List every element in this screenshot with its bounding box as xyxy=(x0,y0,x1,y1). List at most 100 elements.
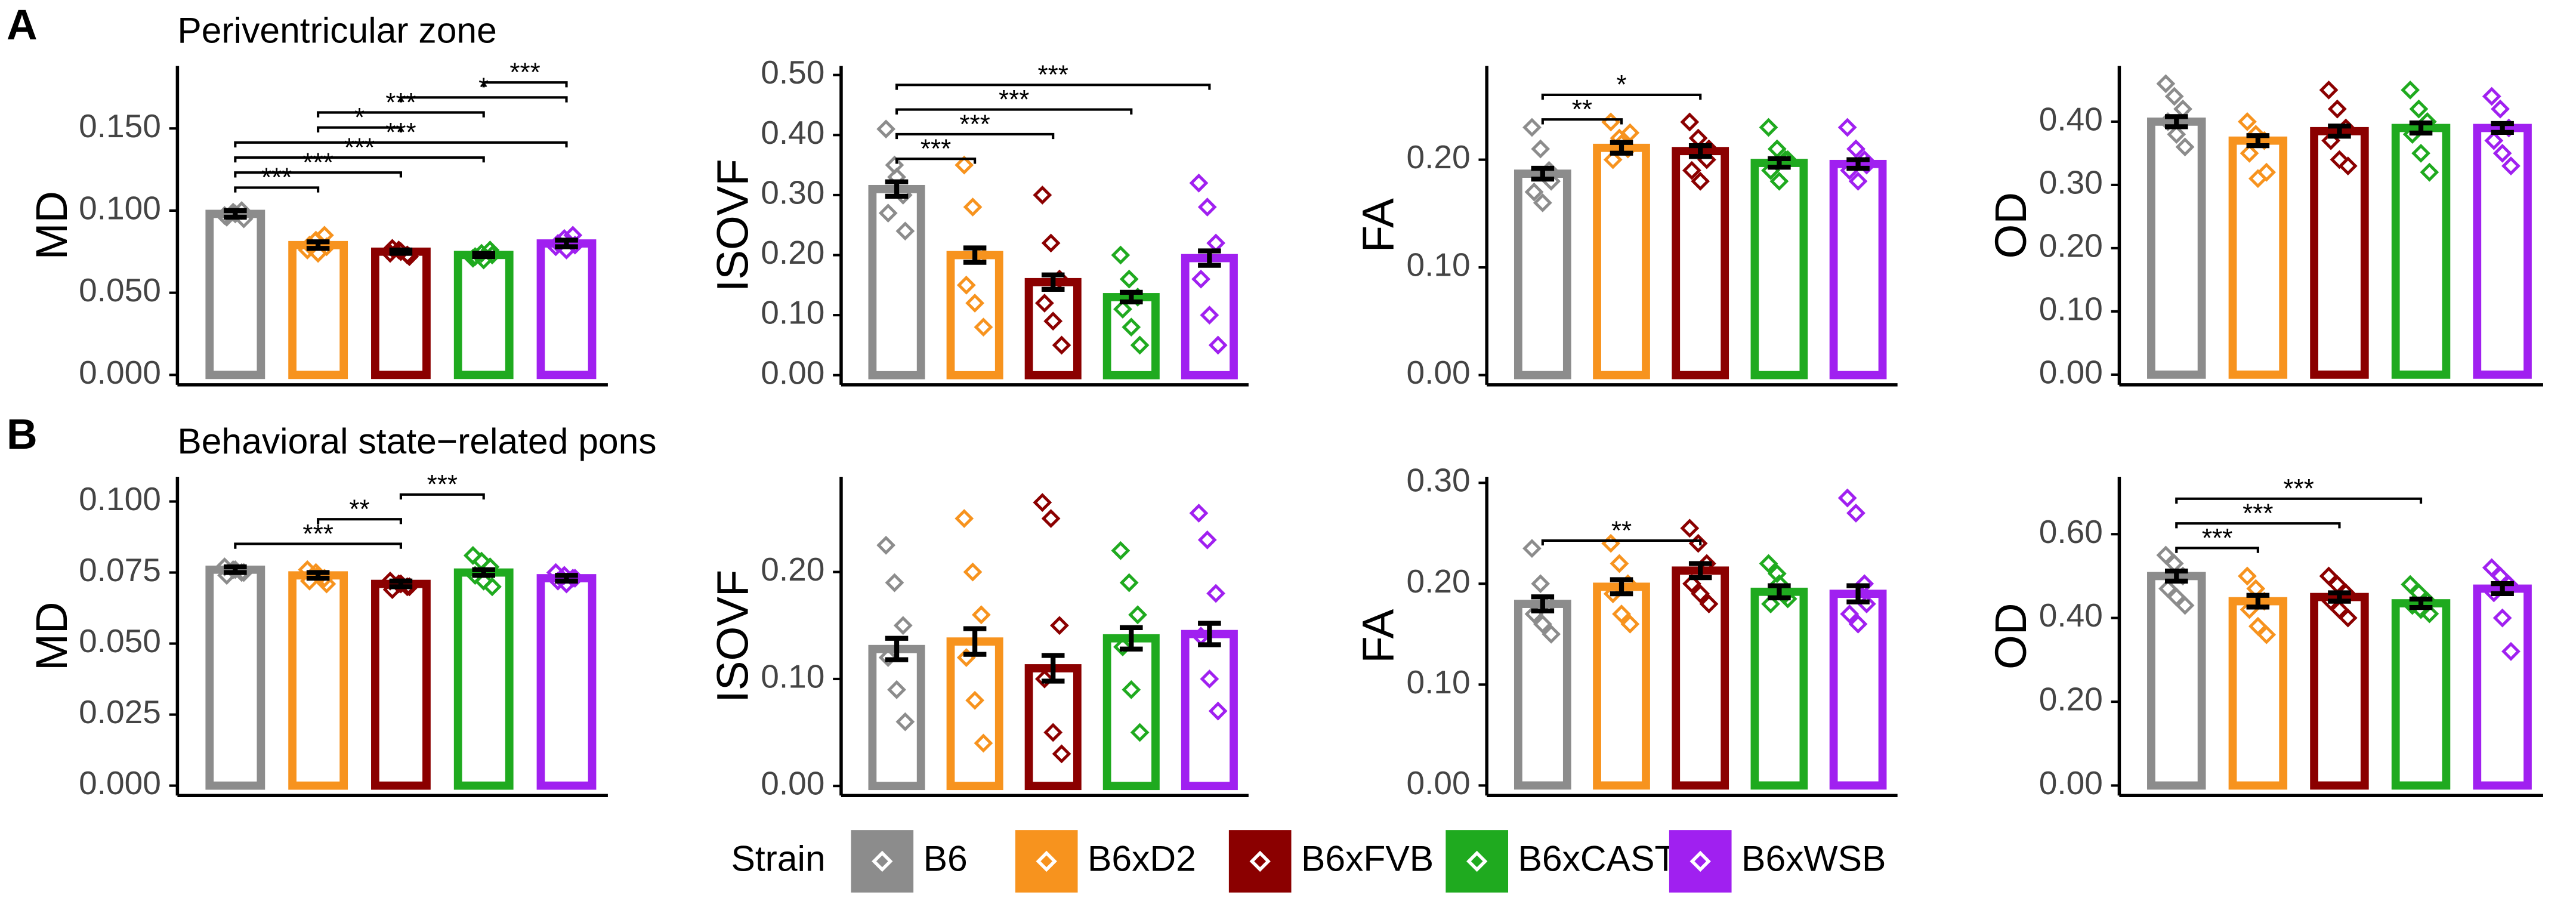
data-point xyxy=(963,562,983,582)
error-bar xyxy=(472,567,496,578)
significance-label: * xyxy=(1616,70,1626,100)
y-tick-label: 0.025 xyxy=(79,693,161,730)
data-point xyxy=(1208,335,1228,355)
y-tick-label: 0.000 xyxy=(79,354,161,391)
y-axis-label: FA xyxy=(1354,198,1403,252)
data-point xyxy=(1837,118,1857,137)
error-bar xyxy=(1610,577,1633,597)
bar xyxy=(371,579,431,790)
y-tick-label: 0.40 xyxy=(2039,100,2103,137)
data-point xyxy=(1119,573,1139,593)
data-point xyxy=(1699,594,1719,613)
error-bar xyxy=(2409,120,2433,136)
error-bar xyxy=(1688,143,1712,159)
data-point xyxy=(2411,143,2430,163)
data-point xyxy=(1522,539,1542,558)
data-point xyxy=(965,294,985,313)
bar xyxy=(536,239,597,379)
data-point xyxy=(2492,143,2512,163)
panel-label: A xyxy=(7,1,38,49)
significance-label: *** xyxy=(999,85,1029,114)
data-point xyxy=(1191,269,1210,289)
significance-bracket xyxy=(895,108,1133,115)
panel-title: Periventricular zone xyxy=(177,10,496,51)
y-tick-label: 0.20 xyxy=(761,551,824,588)
data-point xyxy=(2238,112,2257,131)
error-bar xyxy=(1041,653,1065,684)
bar xyxy=(2228,597,2288,790)
legend-swatch xyxy=(851,830,914,893)
data-point xyxy=(2167,587,2186,607)
data-point xyxy=(1197,198,1217,217)
data-point xyxy=(1208,701,1228,721)
significance-label: ** xyxy=(1611,516,1632,545)
bar xyxy=(1672,147,1729,379)
data-point xyxy=(2482,558,2501,578)
error-bar xyxy=(389,247,413,256)
bar xyxy=(868,184,925,379)
y-tick-label: 0.30 xyxy=(2039,163,2103,200)
bar xyxy=(1672,566,1729,790)
data-point xyxy=(483,577,502,597)
y-axis-label: FA xyxy=(1354,609,1403,663)
significance-label: *** xyxy=(921,134,951,163)
data-point xyxy=(1769,171,1789,191)
data-point xyxy=(2501,156,2521,175)
data-point xyxy=(1857,155,1876,175)
data-point xyxy=(2492,608,2512,628)
data-point xyxy=(1130,723,1150,742)
bar xyxy=(1829,159,1887,379)
data-point xyxy=(1189,504,1209,523)
data-point xyxy=(2401,575,2420,594)
significance-bracket xyxy=(1541,118,1623,125)
y-tick-label: 0.10 xyxy=(1407,246,1471,283)
error-bar xyxy=(2328,590,2351,604)
data-point xyxy=(956,275,976,295)
data-point xyxy=(1697,554,1716,573)
error-bar xyxy=(555,237,578,249)
legend-label: B6xFVB xyxy=(1301,838,1434,878)
error-bar xyxy=(2164,114,2188,129)
data-point xyxy=(1128,605,1147,625)
data-point xyxy=(1680,112,1700,132)
data-point xyxy=(955,509,974,528)
bar xyxy=(453,568,514,790)
significance-label: ** xyxy=(1572,95,1592,124)
error-bar xyxy=(1120,625,1143,652)
bar xyxy=(1514,169,1571,379)
bar xyxy=(1750,587,1808,790)
significance-bracket xyxy=(2175,522,2341,529)
significance-label: *** xyxy=(344,133,375,162)
data-point xyxy=(963,198,983,217)
data-point xyxy=(1767,564,1787,584)
error-bar xyxy=(2491,121,2514,135)
error-bar xyxy=(389,578,413,590)
bar xyxy=(1829,590,1887,790)
data-point xyxy=(1759,118,1778,137)
significance-bracket xyxy=(1541,93,1702,100)
data-point xyxy=(2338,608,2358,628)
data-point xyxy=(2158,579,2177,598)
significance-bracket xyxy=(399,96,568,103)
bar xyxy=(2473,124,2532,379)
data-point xyxy=(400,577,419,597)
data-point xyxy=(2338,156,2358,175)
data-point xyxy=(2330,150,2349,169)
significance-bracket xyxy=(2175,547,2259,553)
legend-label: B6xWSB xyxy=(1741,838,1886,878)
significance-bracket xyxy=(317,126,402,132)
error-bar xyxy=(472,251,496,260)
y-tick-label: 0.100 xyxy=(79,189,161,226)
data-point xyxy=(1603,150,1623,169)
legend-key xyxy=(1249,850,1271,872)
error-bar xyxy=(2246,593,2270,610)
data-point xyxy=(1033,186,1052,205)
bar xyxy=(453,251,514,379)
significance-label: *** xyxy=(261,163,292,192)
data-point xyxy=(1682,574,1701,594)
significance-label: *** xyxy=(302,519,333,548)
legend-title: Strain xyxy=(731,838,825,878)
data-point xyxy=(1122,680,1141,699)
y-axis-label: ISOVF xyxy=(708,159,757,292)
